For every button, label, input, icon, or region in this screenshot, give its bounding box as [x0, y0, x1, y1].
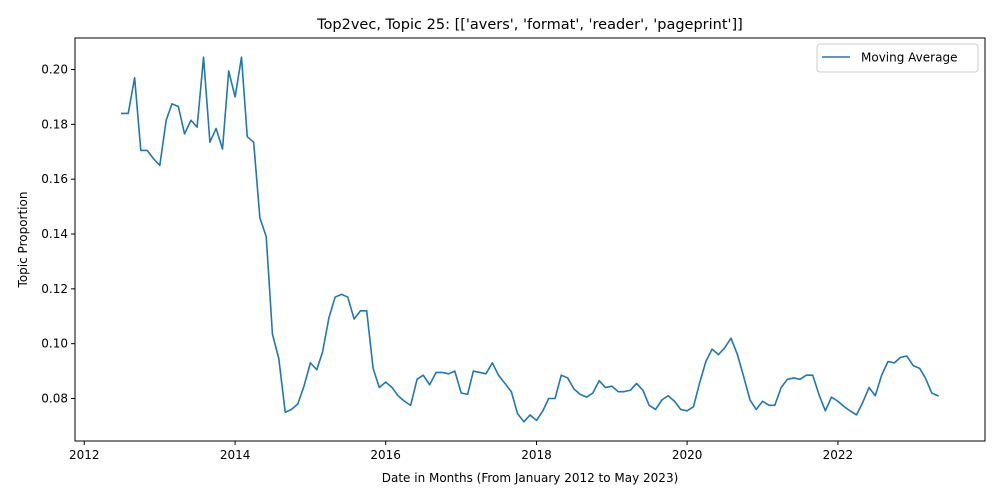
plot-frame	[74, 37, 986, 442]
x-tick-label: 2018	[521, 448, 552, 462]
y-tick-label: 0.10	[41, 337, 68, 351]
x-tick-label: 2020	[672, 448, 703, 462]
y-tick-label: 0.18	[41, 117, 68, 131]
x-axis-ticks: 2012 2014 2016 2018 2020 2022	[69, 441, 853, 462]
x-tick-label: 2022	[823, 448, 854, 462]
plot-area	[121, 56, 940, 423]
series-line-moving-average	[121, 56, 940, 423]
y-axis-label: Topic Proportion	[16, 192, 30, 289]
y-tick-label: 0.14	[41, 227, 68, 241]
x-tick-label: 2012	[69, 448, 100, 462]
y-tick-label: 0.12	[41, 282, 68, 296]
legend: Moving Average	[816, 43, 979, 73]
chart-title: Top2vec, Topic 25: [['avers', 'format', …	[316, 17, 743, 33]
y-axis-ticks: 0.08 0.10 0.12 0.14 0.16 0.18 0.20	[41, 63, 75, 406]
x-tick-label: 2014	[220, 448, 251, 462]
y-tick-label: 0.20	[41, 63, 68, 77]
legend-box	[816, 43, 979, 73]
legend-entry-moving-average: Moving Average	[861, 51, 957, 65]
x-axis-label: Date in Months (From January 2012 to May…	[382, 471, 679, 485]
y-tick-label: 0.08	[41, 392, 68, 406]
x-tick-label: 2016	[370, 448, 401, 462]
y-tick-label: 0.16	[41, 172, 68, 186]
